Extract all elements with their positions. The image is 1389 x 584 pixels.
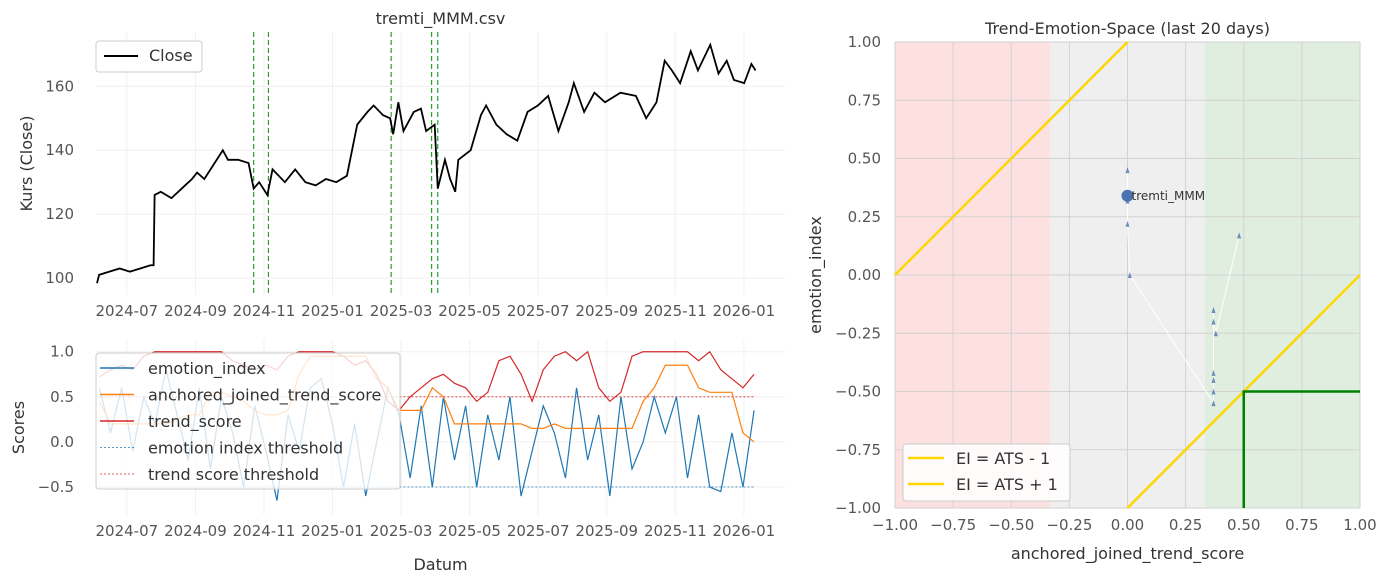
x-tick-label: 2025-01 <box>301 522 364 540</box>
legend-label: EI = ATS + 1 <box>956 475 1058 494</box>
x-tick-label: 0.75 <box>1285 516 1318 534</box>
y-axis-label: emotion_index <box>806 216 826 334</box>
chart-title: tremti_MMM.csv <box>376 9 506 29</box>
legend-box <box>95 352 401 490</box>
x-tick-label: 2024-09 <box>164 522 227 540</box>
y-tick-label: 0.50 <box>848 150 881 168</box>
legend-label: trend_score <box>148 412 242 432</box>
x-tick-label: 2025-11 <box>644 522 707 540</box>
x-tick-label: 2025-09 <box>575 302 638 320</box>
y-tick-label: 100 <box>45 269 74 287</box>
legend-label: anchored_joined_trend_score <box>148 386 381 406</box>
legend-label: emotion index threshold <box>148 439 343 458</box>
price-chart: 2024-07 2024-09 2024-11 2025-01 2025-03 2025-… <box>17 9 785 320</box>
trajectory-arrow <box>1211 388 1216 395</box>
target-box <box>1242 390 1360 508</box>
x-tick-label: 2025-05 <box>438 302 501 320</box>
x-tick-label: 2024-09 <box>164 302 227 320</box>
y-tick-label: 1.0 <box>50 343 74 361</box>
trend-emotion-space-chart: −1.00 −0.75 −0.50 −0.25 0.00 0.25 0.50 0.75 1.00… <box>806 19 1377 564</box>
x-tick-label: 2024-07 <box>96 302 159 320</box>
y-tick-label: 0.5 <box>50 388 74 406</box>
y-tick-label: 120 <box>45 205 74 223</box>
trajectory-arrow <box>1237 232 1242 239</box>
legend-label: trend score threshold <box>148 465 319 484</box>
trajectory-arrow <box>1127 272 1132 278</box>
trajectory-arrow <box>1211 369 1216 376</box>
y-axis-label: Scores <box>9 401 28 454</box>
close-price-line <box>96 42 757 284</box>
legend-box <box>902 443 1071 502</box>
y-tick-label: 0.00 <box>848 266 881 284</box>
trajectory-arrow <box>1125 220 1130 227</box>
x-tick-label: 0.50 <box>1227 516 1260 534</box>
legend-label-close: Close <box>149 46 193 65</box>
diagonal-line <box>894 41 1129 276</box>
x-tick-label: 1.00 <box>1343 516 1376 534</box>
x-tick-label: 2025-11 <box>644 302 707 320</box>
legend: EI = ATS - 1 EI = ATS + 1 <box>902 443 1071 502</box>
x-tick-label: 0.25 <box>1169 516 1202 534</box>
x-tick-label: 2025-03 <box>370 302 433 320</box>
x-tick-label: 2024-07 <box>96 522 159 540</box>
trajectory-arrow <box>1211 306 1216 313</box>
current-point-marker <box>1121 189 1134 202</box>
legend-box <box>95 40 203 73</box>
y-tick-label: 1.00 <box>848 33 881 51</box>
legend: Close <box>95 40 203 73</box>
x-tick-label: 2025-03 <box>370 522 433 540</box>
x-tick-label: 2025-01 <box>301 302 364 320</box>
x-tick-label: 2025-07 <box>507 302 570 320</box>
legend: emotion_index anchored_joined_trend_score… <box>95 352 401 490</box>
trajectory-arrow <box>1213 330 1218 337</box>
y-tick-label: 0.75 <box>848 91 881 109</box>
y-tick-label: −0.50 <box>835 383 881 401</box>
x-axis-label: Datum <box>413 555 467 574</box>
y-tick-label: −0.5 <box>38 478 74 496</box>
trajectory-arrow <box>1211 318 1216 325</box>
x-tick-label: 2025-05 <box>438 522 501 540</box>
x-tick-label: −0.50 <box>988 516 1034 534</box>
y-tick-label: −0.75 <box>835 441 881 459</box>
legend-label: EI = ATS - 1 <box>956 449 1050 468</box>
x-tick-label: −1.00 <box>872 516 918 534</box>
y-tick-label: 160 <box>45 77 74 95</box>
y-tick-label: 140 <box>45 141 74 159</box>
x-tick-label: −0.25 <box>1046 516 1092 534</box>
y-tick-label: −1.00 <box>835 499 881 517</box>
chart-title: Trend-Emotion-Space (last 20 days) <box>984 19 1270 38</box>
x-tick-label: 2026-01 <box>713 302 776 320</box>
x-tick-label: −0.75 <box>930 516 976 534</box>
x-tick-label: 2025-07 <box>507 522 570 540</box>
x-tick-label: 2025-09 <box>575 522 638 540</box>
y-axis-label: Kurs (Close) <box>17 116 36 212</box>
y-tick-label: 0.25 <box>848 208 881 226</box>
trajectory-arrow <box>1211 376 1216 383</box>
y-tick-label: −0.25 <box>835 324 881 342</box>
x-axis-label: anchored_joined_trend_score <box>1011 544 1244 564</box>
x-tick-label: 2026-01 <box>713 522 776 540</box>
legend-label: emotion_index <box>148 359 266 379</box>
y-tick-label: 0.0 <box>50 433 74 451</box>
x-tick-label: 2024-11 <box>233 522 296 540</box>
current-point-label: tremti_MMM <box>1132 189 1206 203</box>
scores-chart: 2024-07 2024-09 2024-11 2025-01 2025-03 2025-… <box>9 340 785 574</box>
x-tick-label: 0.00 <box>1111 516 1144 534</box>
trajectory-arrow <box>1211 400 1216 407</box>
x-tick-label: 2024-11 <box>233 302 296 320</box>
trend-score-line <box>99 350 755 412</box>
trajectory-arrow <box>1125 167 1130 174</box>
